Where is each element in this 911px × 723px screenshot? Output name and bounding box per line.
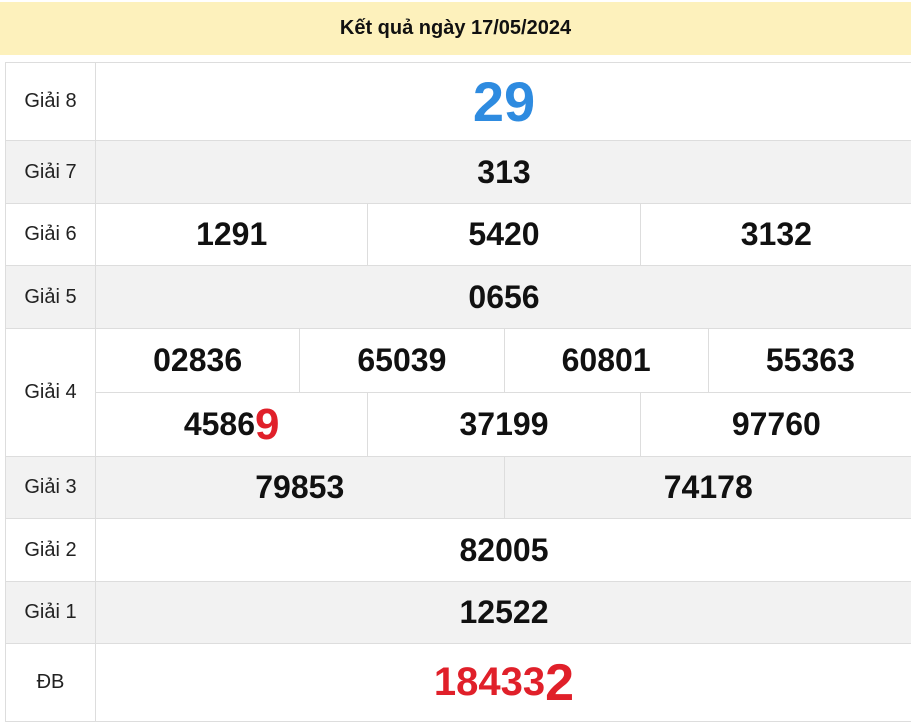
prize-label: Giải 7: [6, 141, 96, 203]
prize-label: ĐB: [6, 644, 96, 721]
prize-row: ĐB 18433 2: [6, 644, 911, 722]
prize-row: Giải 3 79853 74178: [6, 457, 911, 519]
prize-number: 313: [477, 153, 531, 190]
prize-number: 55363: [707, 329, 911, 392]
prize-row: Giải 1 12522: [6, 582, 911, 644]
prize-number: 02836: [153, 342, 243, 378]
prize-label: Giải 2: [6, 519, 96, 581]
prize-number: 79853: [255, 469, 345, 505]
results-table: Giải 8 29 Giải 7 313 Giải 6 1291 5420 3132 Giải …: [5, 62, 911, 722]
prize-number: 29: [472, 70, 536, 133]
prize-number: 3132: [639, 204, 911, 265]
highlighted-last-digit: 9: [255, 399, 280, 449]
prize-number: 18433 2: [96, 644, 911, 721]
prize-label: Giải 8: [6, 63, 96, 140]
number-prefix: 18433: [433, 660, 546, 704]
prize-label: Giải 4: [6, 329, 96, 456]
prize-row: Giải 6 1291 5420 3132: [6, 204, 911, 266]
prize-number: 60801: [503, 329, 708, 392]
prize-label: Giải 5: [6, 266, 96, 328]
prize-row: Giải 2 82005: [6, 519, 911, 582]
prize-label: Giải 3: [6, 457, 96, 518]
number-prefix: 4586: [183, 406, 256, 442]
prize-number: 65039: [299, 329, 503, 392]
prize-number: 5420: [367, 204, 639, 265]
prize-number: 82005: [459, 531, 549, 568]
highlighted-last-digit: 2: [545, 653, 575, 712]
prize-row: Giải 7 313: [6, 141, 911, 204]
prize-row: Giải 8 29: [6, 63, 911, 141]
prize-number: 97760: [639, 393, 911, 456]
prize-label: Giải 1: [6, 582, 96, 643]
prize-number: 37199: [367, 393, 639, 456]
prize-row: Giải 5 0656: [6, 266, 911, 329]
prize-row: Giải 4 02836 65039 60801 55363 4586 9 37199 9776…: [6, 329, 911, 457]
results-date-header: Kết quả ngày 17/05/2024: [0, 2, 911, 55]
prize-number: 12522: [459, 594, 549, 630]
prize-number: 0656: [468, 278, 540, 315]
prize-label: Giải 6: [6, 204, 96, 265]
prize-number: 74178: [503, 457, 911, 518]
prize-number: 4586 9: [96, 393, 367, 456]
prize-number: 1291: [196, 216, 268, 252]
